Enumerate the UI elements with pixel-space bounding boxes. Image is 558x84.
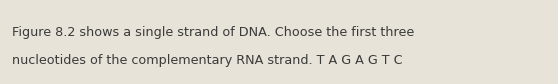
Text: nucleotides of the complementary RNA strand. T A G A G T C: nucleotides of the complementary RNA str… (12, 54, 403, 67)
Text: Figure 8.2 shows a single strand of DNA. Choose the first three: Figure 8.2 shows a single strand of DNA.… (12, 26, 414, 39)
